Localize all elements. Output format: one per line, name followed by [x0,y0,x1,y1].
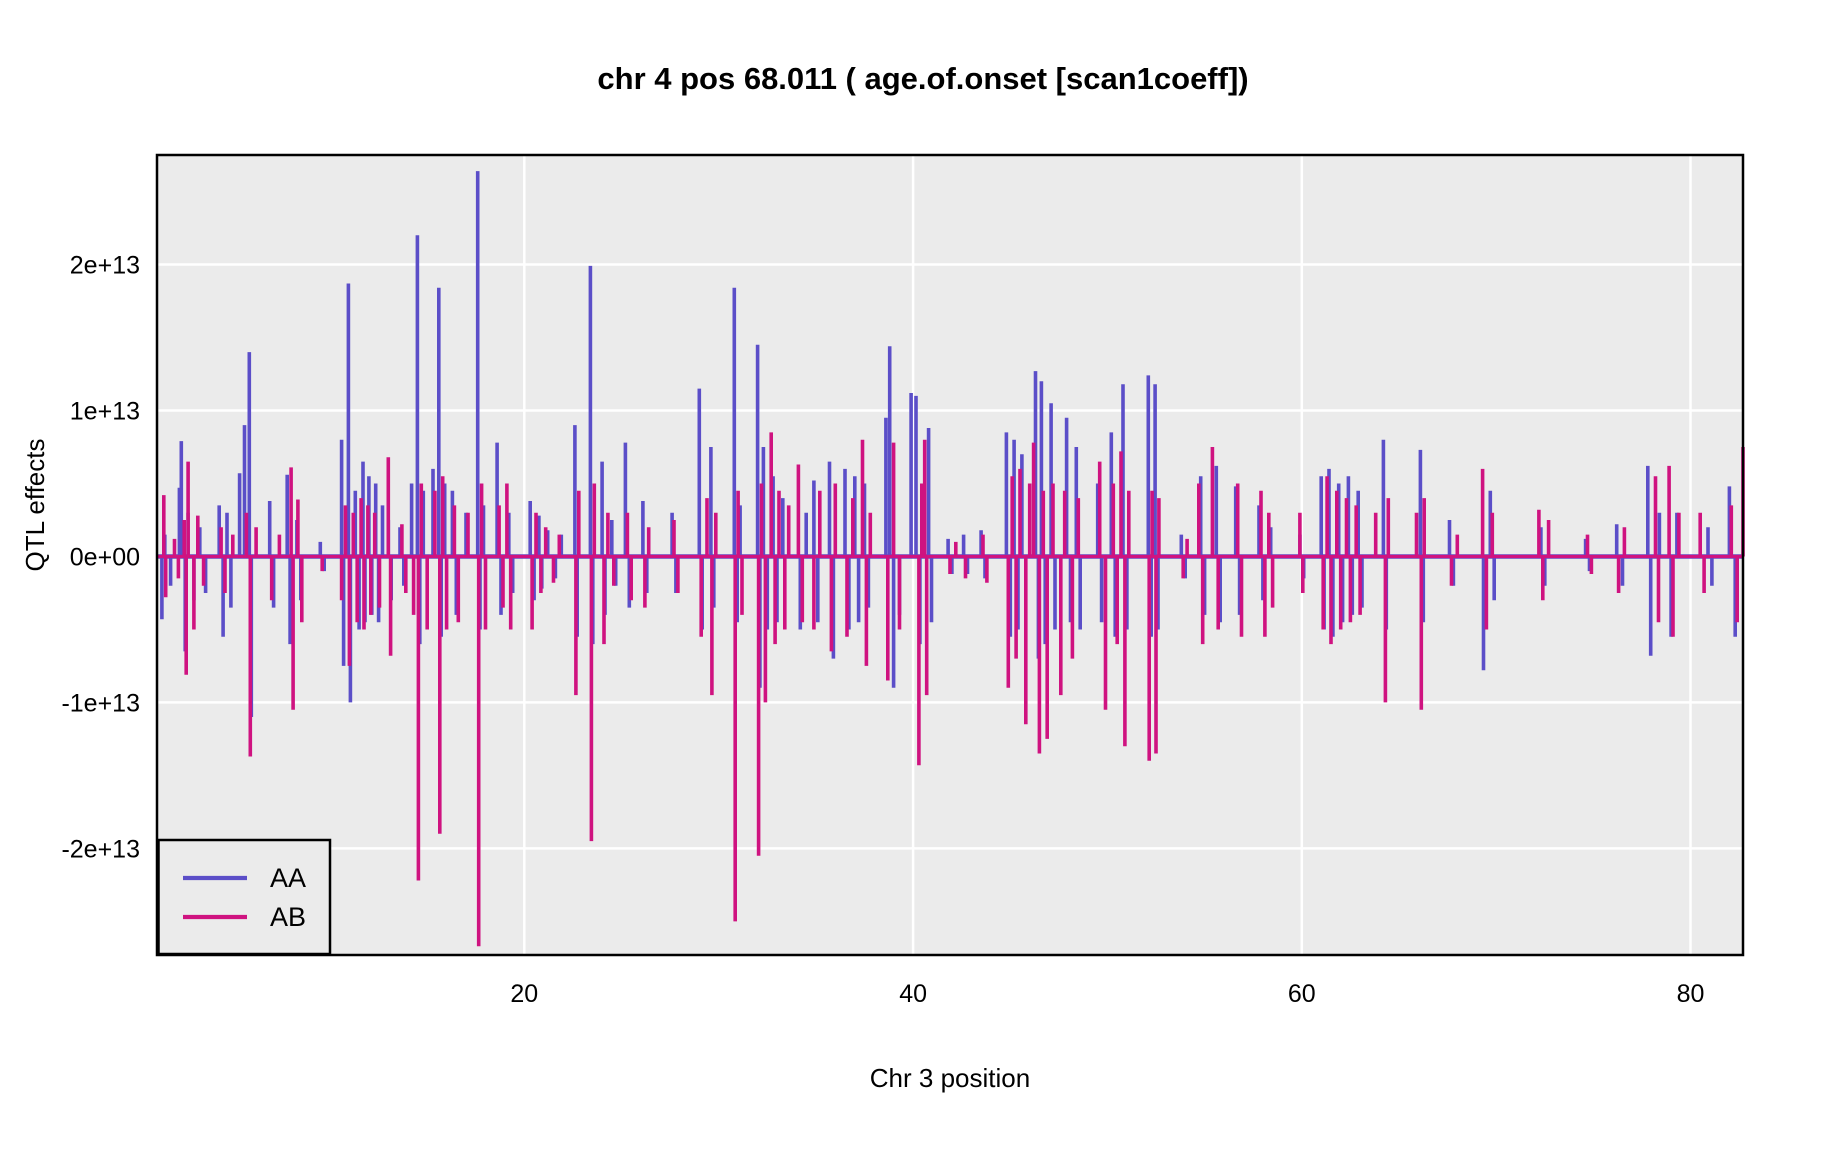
y-axis-title: QTL effects [20,439,50,572]
y-tick-label: 0e+00 [70,544,140,572]
x-tick-label: 80 [1677,980,1705,1008]
legend-label-AB: AB [270,902,306,932]
y-tick-label: -1e+13 [61,689,140,717]
x-axis-title: Chr 3 position [870,1063,1030,1093]
x-tick-label: 20 [510,980,538,1008]
series-AA-spikes [160,171,1737,717]
y-axis-tick-labels: 2e+13 1e+13 0e+00 -1e+13 -2e+13 [61,252,140,864]
data-series [157,171,1745,947]
series-AB-spikes [162,432,1745,947]
x-tick-label: 60 [1288,980,1316,1008]
legend: AA AB [157,838,332,956]
chart-title: chr 4 pos 68.011 ( age.of.onset [scan1co… [597,61,1248,96]
y-tick-label: 1e+13 [70,398,140,426]
y-tick-label: -2e+13 [61,835,140,863]
y-tick-label: 2e+13 [70,252,140,280]
x-axis-tick-labels: 20 40 60 80 [510,980,1704,1008]
x-tick-label: 40 [899,980,927,1008]
panel-border [155,153,1745,957]
legend-box [157,838,332,956]
legend-label-AA: AA [270,863,306,893]
